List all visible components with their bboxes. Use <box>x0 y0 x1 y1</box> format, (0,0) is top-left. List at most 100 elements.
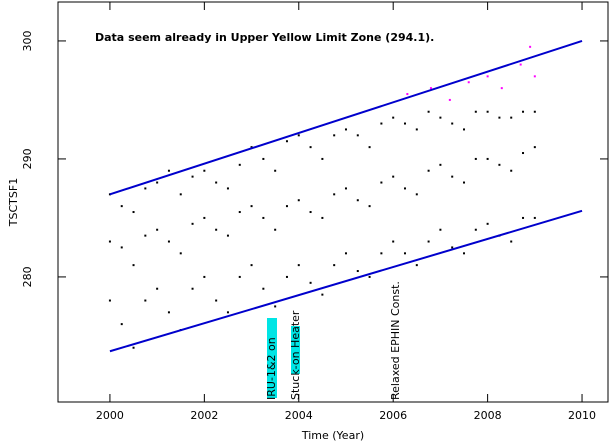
data-point <box>144 187 147 190</box>
y-axis-label: TSCTSF1 <box>7 178 20 227</box>
data-point <box>368 275 371 278</box>
data-point <box>415 128 418 131</box>
data-point <box>120 323 123 326</box>
data-point <box>439 163 442 166</box>
data-point <box>203 169 206 172</box>
data-point <box>274 305 277 308</box>
data-point <box>309 211 312 214</box>
data-point <box>463 128 466 131</box>
data-point <box>321 293 324 296</box>
data-point <box>406 93 409 96</box>
data-point <box>156 228 159 231</box>
data-point <box>474 228 477 231</box>
data-point <box>144 299 147 302</box>
data-point <box>415 264 418 267</box>
data-point <box>427 169 430 172</box>
data-point <box>392 175 395 178</box>
data-point <box>226 234 229 237</box>
data-point <box>474 157 477 160</box>
x-tick-label: 2010 <box>568 409 596 422</box>
data-point <box>356 270 359 273</box>
data-point <box>191 175 194 178</box>
event-label: Stuck-on Heater <box>289 310 302 400</box>
data-point <box>474 110 477 113</box>
data-point <box>498 163 501 166</box>
data-point <box>448 98 451 101</box>
data-point <box>156 181 159 184</box>
data-point <box>522 110 525 113</box>
data-point <box>380 252 383 255</box>
data-point <box>403 187 406 190</box>
data-point <box>522 216 525 219</box>
data-point <box>215 228 218 231</box>
data-point <box>144 234 147 237</box>
data-point <box>274 228 277 231</box>
data-point <box>415 193 418 196</box>
data-point <box>356 199 359 202</box>
data-point <box>467 81 470 84</box>
limit-line <box>109 209 583 353</box>
x-tick-label: 2000 <box>96 409 124 422</box>
data-point <box>179 252 182 255</box>
data-point <box>533 146 536 149</box>
data-point <box>167 169 170 172</box>
limit-line <box>109 39 583 196</box>
data-point <box>427 110 430 113</box>
data-point <box>132 346 135 349</box>
data-point <box>250 264 253 267</box>
data-point <box>226 187 229 190</box>
plot-frame <box>57 1 609 403</box>
data-point <box>285 205 288 208</box>
data-point <box>262 287 265 290</box>
x-tick-label: 2008 <box>474 409 502 422</box>
x-tick-label: 2006 <box>379 409 407 422</box>
data-point <box>522 152 525 155</box>
data-point <box>429 87 432 90</box>
data-point <box>285 140 288 143</box>
data-point <box>510 116 513 119</box>
data-point <box>519 63 522 66</box>
event-label: Relaxed EPHIN Const. <box>389 281 402 400</box>
data-point <box>120 246 123 249</box>
event-highlight <box>291 326 300 374</box>
data-point <box>333 193 336 196</box>
data-point <box>297 199 300 202</box>
data-point <box>439 228 442 231</box>
data-point <box>529 45 532 48</box>
x-tick-label: 2002 <box>190 409 218 422</box>
data-point <box>486 110 489 113</box>
data-point <box>191 222 194 225</box>
data-point <box>167 311 170 314</box>
data-point <box>356 134 359 137</box>
y-tick-label: 300 <box>21 30 34 51</box>
data-point <box>226 311 229 314</box>
data-point <box>368 205 371 208</box>
data-point <box>344 187 347 190</box>
data-point <box>344 252 347 255</box>
data-point <box>498 116 501 119</box>
data-point <box>333 134 336 137</box>
data-point <box>191 287 194 290</box>
data-point <box>108 240 111 243</box>
data-point <box>285 275 288 278</box>
event-label: IRU-1&2 on <box>265 337 278 400</box>
data-point <box>203 275 206 278</box>
data-point <box>403 122 406 125</box>
data-point <box>486 75 489 78</box>
data-point <box>309 146 312 149</box>
data-point <box>250 205 253 208</box>
data-point <box>510 240 513 243</box>
data-point <box>533 75 536 78</box>
annotation: Data seem already in Upper Yellow Limit … <box>95 31 434 44</box>
data-point <box>344 128 347 131</box>
data-point <box>108 299 111 302</box>
data-point <box>533 216 536 219</box>
data-point <box>500 87 503 90</box>
data-point <box>274 169 277 172</box>
data-point <box>215 181 218 184</box>
data-point <box>463 252 466 255</box>
data-point <box>380 122 383 125</box>
data-point <box>238 211 241 214</box>
data-point <box>451 175 454 178</box>
